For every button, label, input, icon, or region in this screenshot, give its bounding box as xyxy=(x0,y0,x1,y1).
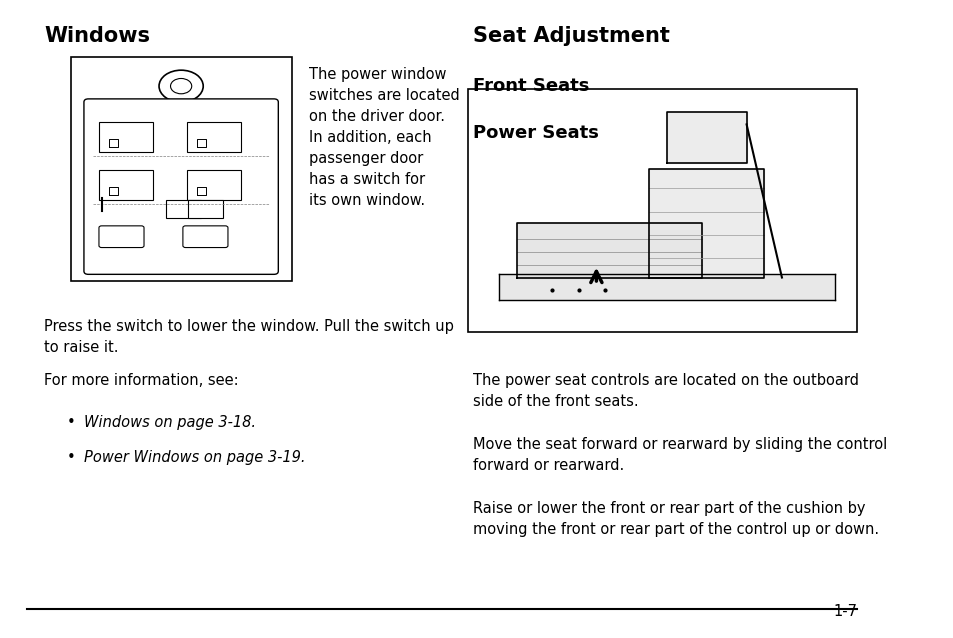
Text: •: • xyxy=(66,450,75,465)
Text: •: • xyxy=(66,415,75,430)
FancyBboxPatch shape xyxy=(99,170,152,200)
FancyBboxPatch shape xyxy=(84,99,278,274)
Text: 1-7: 1-7 xyxy=(832,604,856,619)
Text: Raise or lower the front or rear part of the cushion by
moving the front or rear: Raise or lower the front or rear part of… xyxy=(472,501,878,537)
FancyBboxPatch shape xyxy=(188,200,222,218)
FancyBboxPatch shape xyxy=(99,122,152,152)
Text: The power seat controls are located on the outboard
side of the front seats.: The power seat controls are located on t… xyxy=(472,373,858,409)
FancyBboxPatch shape xyxy=(99,226,144,248)
FancyBboxPatch shape xyxy=(187,122,241,152)
FancyBboxPatch shape xyxy=(166,200,200,218)
Text: Seat Adjustment: Seat Adjustment xyxy=(472,26,669,45)
Text: Front Seats: Front Seats xyxy=(472,77,588,94)
Text: Power Seats: Power Seats xyxy=(472,124,598,142)
Text: Press the switch to lower the window. Pull the switch up
to raise it.: Press the switch to lower the window. Pu… xyxy=(44,319,454,355)
FancyBboxPatch shape xyxy=(468,89,856,332)
Text: Power Windows on page 3-19.: Power Windows on page 3-19. xyxy=(84,450,305,465)
Text: The power window
switches are located
on the driver door.
In addition, each
pass: The power window switches are located on… xyxy=(309,67,459,208)
Text: For more information, see:: For more information, see: xyxy=(44,373,238,389)
Text: Windows on page 3-18.: Windows on page 3-18. xyxy=(84,415,255,430)
FancyBboxPatch shape xyxy=(71,57,292,281)
FancyBboxPatch shape xyxy=(183,226,228,248)
FancyBboxPatch shape xyxy=(187,170,241,200)
Text: Move the seat forward or rearward by sliding the control
forward or rearward.: Move the seat forward or rearward by sli… xyxy=(472,437,886,473)
Text: Windows: Windows xyxy=(44,26,150,45)
